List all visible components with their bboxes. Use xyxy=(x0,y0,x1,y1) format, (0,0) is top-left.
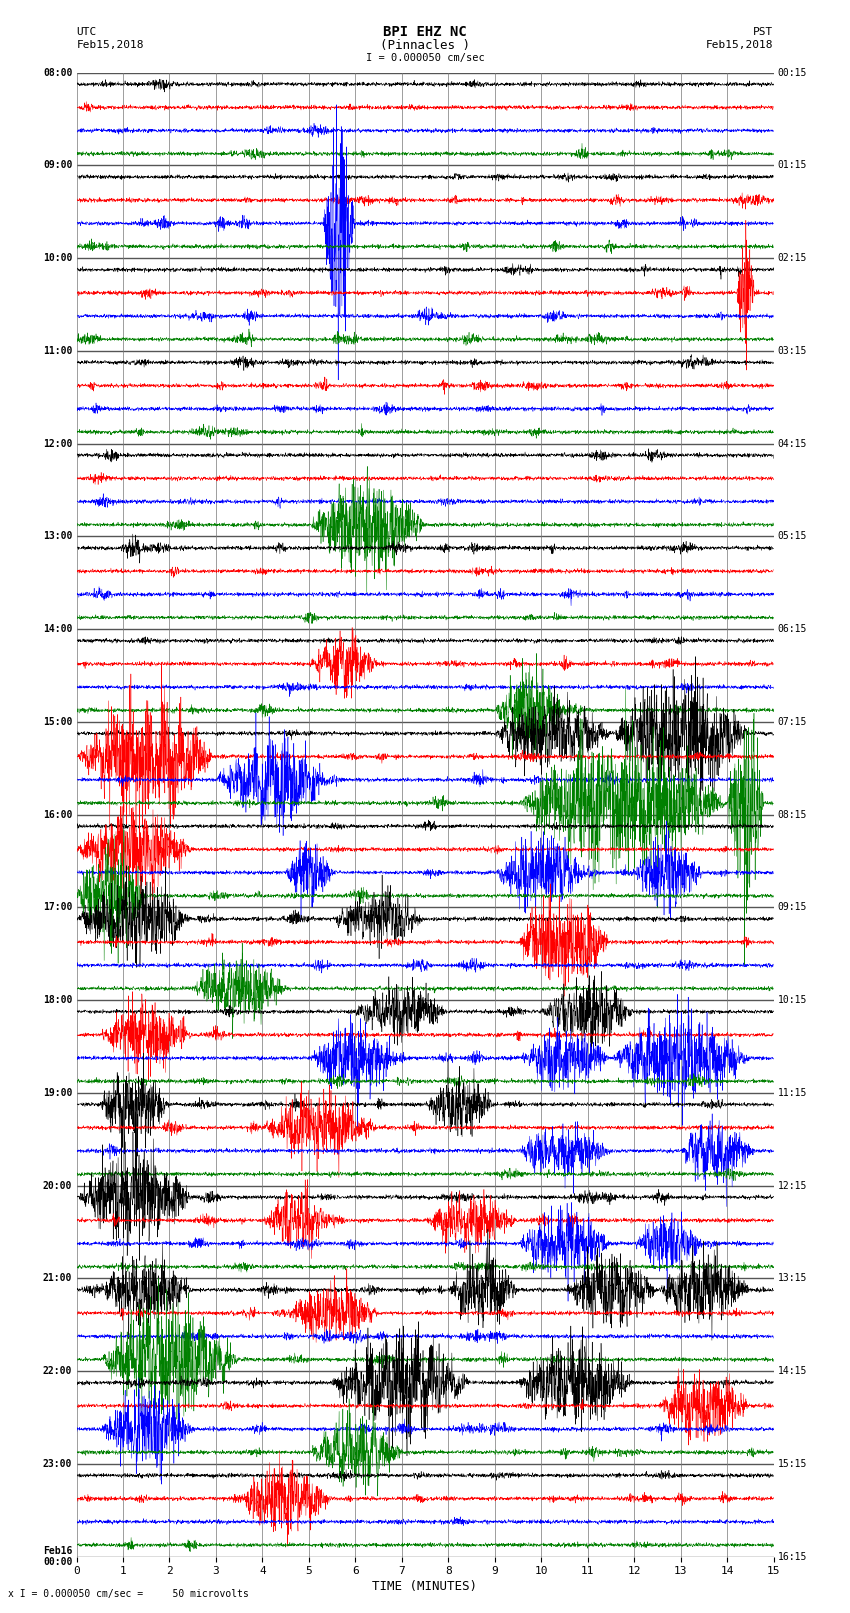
Text: PST: PST xyxy=(753,27,774,37)
Text: Feb15,2018: Feb15,2018 xyxy=(76,40,144,50)
Text: 16:00: 16:00 xyxy=(42,810,72,819)
Text: 21:00: 21:00 xyxy=(42,1273,72,1284)
Text: 09:00: 09:00 xyxy=(42,160,72,171)
Text: 13:00: 13:00 xyxy=(42,531,72,542)
Text: (Pinnacles ): (Pinnacles ) xyxy=(380,39,470,52)
Text: 16:15: 16:15 xyxy=(778,1552,807,1561)
Text: 17:00: 17:00 xyxy=(42,902,72,913)
Text: 12:00: 12:00 xyxy=(42,439,72,448)
Text: 05:15: 05:15 xyxy=(778,531,807,542)
Text: 23:00: 23:00 xyxy=(42,1458,72,1469)
Text: 10:00: 10:00 xyxy=(42,253,72,263)
Text: 12:15: 12:15 xyxy=(778,1181,807,1190)
Text: 11:15: 11:15 xyxy=(778,1087,807,1098)
Text: 14:00: 14:00 xyxy=(42,624,72,634)
Text: 15:15: 15:15 xyxy=(778,1458,807,1469)
Text: x I = 0.000050 cm/sec =     50 microvolts: x I = 0.000050 cm/sec = 50 microvolts xyxy=(8,1589,249,1598)
Text: UTC: UTC xyxy=(76,27,97,37)
Text: 04:15: 04:15 xyxy=(778,439,807,448)
Text: 08:00: 08:00 xyxy=(42,68,72,77)
Text: 00:15: 00:15 xyxy=(778,68,807,77)
Text: 07:15: 07:15 xyxy=(778,716,807,727)
Text: Feb16
00:00: Feb16 00:00 xyxy=(42,1545,72,1568)
Text: 20:00: 20:00 xyxy=(42,1181,72,1190)
Text: 01:15: 01:15 xyxy=(778,160,807,171)
Text: 11:00: 11:00 xyxy=(42,345,72,356)
Text: I = 0.000050 cm/sec: I = 0.000050 cm/sec xyxy=(366,53,484,63)
Text: 02:15: 02:15 xyxy=(778,253,807,263)
Text: BPI EHZ NC: BPI EHZ NC xyxy=(383,26,467,39)
Text: 13:15: 13:15 xyxy=(778,1273,807,1284)
Text: 09:15: 09:15 xyxy=(778,902,807,913)
Text: 08:15: 08:15 xyxy=(778,810,807,819)
Text: 19:00: 19:00 xyxy=(42,1087,72,1098)
Text: 03:15: 03:15 xyxy=(778,345,807,356)
Text: 18:00: 18:00 xyxy=(42,995,72,1005)
X-axis label: TIME (MINUTES): TIME (MINUTES) xyxy=(372,1581,478,1594)
Text: 22:00: 22:00 xyxy=(42,1366,72,1376)
Text: 06:15: 06:15 xyxy=(778,624,807,634)
Text: 15:00: 15:00 xyxy=(42,716,72,727)
Text: Feb15,2018: Feb15,2018 xyxy=(706,40,774,50)
Text: 10:15: 10:15 xyxy=(778,995,807,1005)
Text: 14:15: 14:15 xyxy=(778,1366,807,1376)
